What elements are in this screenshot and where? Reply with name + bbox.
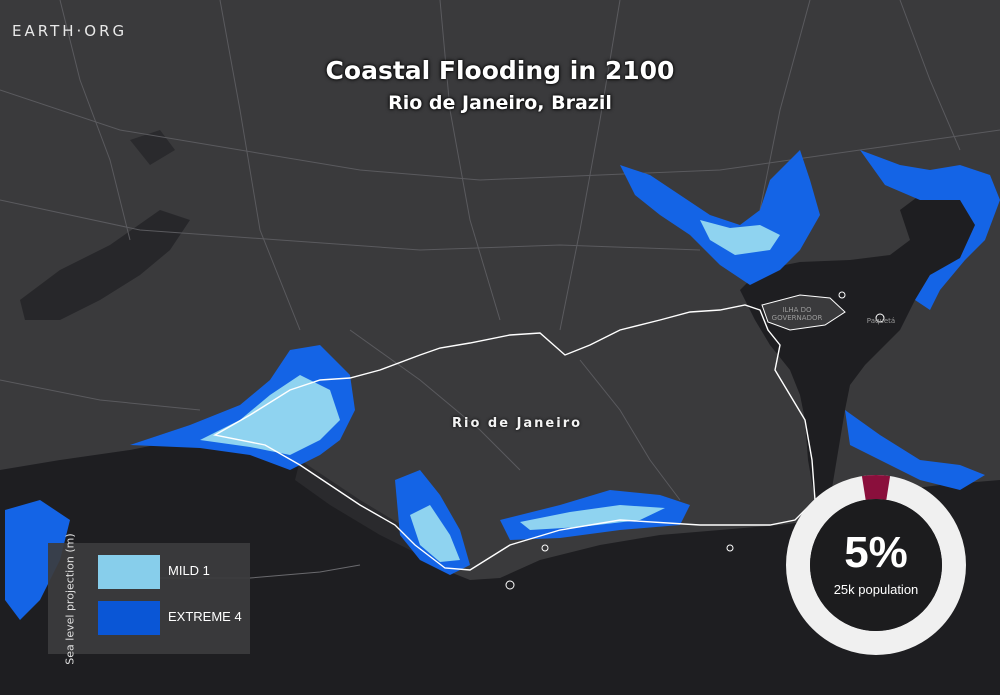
map-legend: Sea level projection (m) MILD 1 EXTREME … (48, 533, 250, 664)
island-label: ILHA DO GOVERNADOR (771, 306, 823, 322)
map-subtitle: Rio de Janeiro, Brazil (388, 92, 612, 114)
legend-label-mild: MILD 1 (168, 563, 210, 578)
flood-mild (200, 220, 780, 562)
legend-axis: Sea level projection (m) (50, 533, 90, 664)
population-percent: 5% (844, 528, 908, 577)
population-donut (786, 475, 966, 655)
guanabara-bay (740, 190, 978, 500)
donut-center (810, 499, 942, 631)
donut-highlight (861, 475, 891, 500)
city-boundary (213, 304, 816, 571)
island-label-2: Paquetá (866, 317, 896, 325)
map-title: Coastal Flooding in 2100 (325, 56, 675, 85)
legend-axis-title: Sea level projection (m) (63, 532, 77, 665)
brand-logo: EARTH·ORG (12, 22, 128, 40)
legend-swatch-extreme (98, 601, 160, 635)
legend-label-extreme: EXTREME 4 (168, 609, 242, 624)
population-caption: 25k population (833, 582, 919, 597)
coastal-islets (505, 291, 885, 590)
island-governador (761, 294, 846, 331)
reservoir-north (130, 130, 175, 165)
legend-swatch-mild (98, 555, 160, 589)
ocean (0, 438, 1000, 695)
reservoir-west (20, 210, 190, 320)
city-label: Rio de Janeiro (452, 416, 583, 431)
road-network (0, 0, 1000, 501)
